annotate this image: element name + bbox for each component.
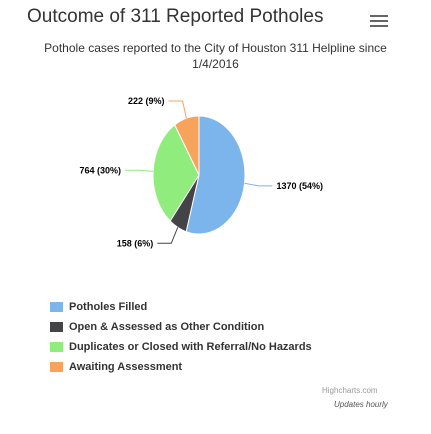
data-label-0: 1370 (54%) [276, 181, 323, 191]
legend-item-2[interactable]: Duplicates or Closed with Referral/No Ha… [50, 337, 312, 357]
data-label-1: 158 (6%) [117, 238, 154, 248]
updates-note: Updates hourly [334, 400, 388, 409]
legend-label: Open & Assessed as Other Condition [69, 321, 265, 333]
label-connector-1 [157, 227, 179, 244]
highcharts-credits[interactable]: Highcharts.com [322, 386, 378, 395]
legend-label: Potholes Filled [69, 301, 148, 313]
chart-title: Outcome of 311 Reported Potholes [27, 6, 324, 27]
label-connector-2 [125, 169, 154, 172]
label-connector-3 [168, 100, 187, 119]
legend-item-1[interactable]: Open & Assessed as Other Condition [50, 317, 312, 337]
label-connector-0 [244, 182, 273, 187]
data-label-3: 222 (9%) [128, 96, 165, 106]
hamburger-menu-icon[interactable] [370, 13, 388, 29]
legend-swatch [50, 322, 63, 332]
pie-slice-0[interactable] [185, 115, 246, 235]
legend-label: Duplicates or Closed with Referral/No Ha… [69, 341, 312, 353]
legend-item-3[interactable]: Awaiting Assessment [50, 357, 312, 377]
data-label-2: 764 (30%) [80, 165, 122, 175]
legend-item-0[interactable]: Potholes Filled [50, 297, 312, 317]
legend-label: Awaiting Assessment [69, 361, 183, 373]
chart-subtitle: Pothole cases reported to the City of Ho… [44, 41, 387, 71]
legend-swatch [50, 302, 63, 312]
chart-legend: Potholes Filled Open & Assessed as Other … [50, 297, 312, 377]
legend-swatch [50, 362, 63, 372]
legend-swatch [50, 342, 63, 352]
pie-chart: 1370 (54%) 158 (6%) 764 (30%) 222 (9%) [80, 96, 323, 248]
